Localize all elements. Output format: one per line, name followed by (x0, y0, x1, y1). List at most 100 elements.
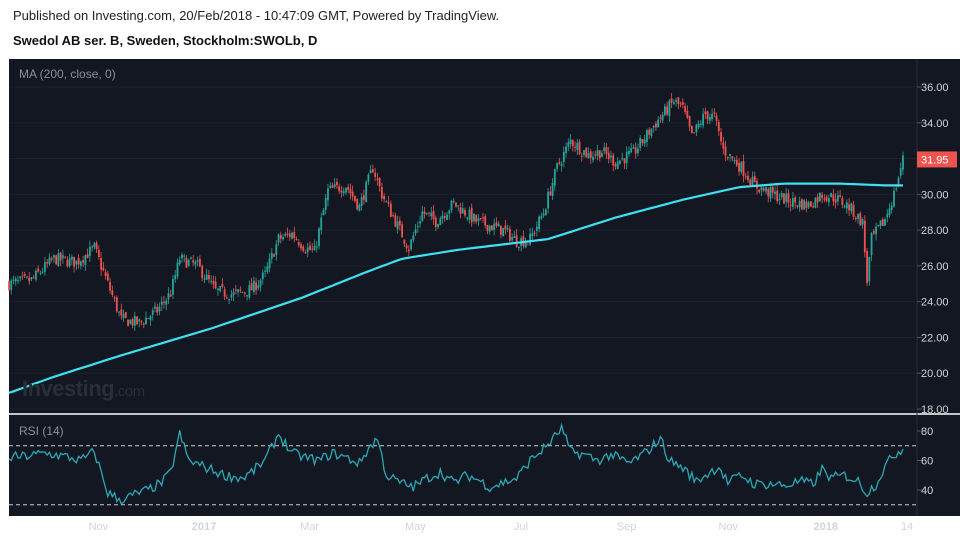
candle-body (863, 220, 866, 253)
candle-body (861, 219, 864, 225)
time-tick-label: Nov (89, 521, 109, 533)
candle-body (131, 319, 134, 326)
candle-body (176, 262, 179, 277)
candle-body (509, 228, 511, 241)
candle-body (48, 257, 51, 265)
candle-body (407, 249, 410, 252)
candle-body (387, 202, 390, 204)
candles (8, 93, 904, 331)
candle-body (255, 282, 257, 291)
candle-body (201, 265, 204, 278)
candle-body (243, 292, 246, 294)
candle-body (841, 197, 844, 205)
time-tick-label: Sep (617, 521, 637, 533)
candle-body (439, 218, 442, 226)
candle-body (491, 225, 493, 231)
price-tick-label: 24.00 (921, 297, 949, 309)
candle-body (113, 297, 116, 299)
rsi-axis: 80 60 40 (917, 426, 933, 497)
candle-body (827, 198, 830, 203)
candle-body (376, 178, 379, 180)
candle-body (84, 255, 87, 266)
candle-body (477, 218, 480, 222)
candle-body (818, 193, 821, 202)
candle-body (850, 203, 853, 212)
candle-body (801, 199, 803, 210)
candle-body (309, 245, 311, 250)
candle-body (558, 161, 561, 164)
candle-body (598, 150, 601, 159)
candle-body (675, 100, 678, 102)
candle-body (524, 241, 527, 248)
candle-body (765, 187, 767, 192)
candle-body (282, 237, 284, 240)
candle-body (571, 140, 574, 147)
candle-body (762, 188, 765, 191)
candle-body (8, 281, 10, 291)
candle-body (495, 222, 498, 226)
candle-body (396, 221, 399, 230)
candle-body (866, 251, 868, 283)
candle-body (241, 291, 244, 293)
time-tick-label: Mar (300, 521, 319, 533)
candle-body (619, 160, 621, 164)
candle-body (787, 192, 790, 203)
candle-body (347, 186, 350, 190)
candle-body (12, 279, 15, 281)
candle-body (39, 272, 42, 274)
candle-body (118, 311, 120, 313)
candle-body (273, 254, 275, 257)
time-tick-label: Jul (514, 521, 528, 533)
candle-body (293, 232, 296, 239)
candle-body (605, 147, 608, 154)
candle-body (823, 198, 826, 200)
candle-body (145, 317, 147, 325)
candle-body (684, 106, 687, 112)
candle-body (416, 225, 419, 227)
candle-body (122, 314, 125, 319)
candle-body (504, 225, 507, 230)
candle-body (140, 321, 143, 323)
candle-body (473, 213, 475, 222)
candle-body (845, 202, 848, 209)
candle-body (419, 221, 421, 224)
candle-body (165, 300, 168, 305)
candle-body (854, 217, 857, 219)
candle-body (886, 214, 889, 218)
price-tick-label: 30.00 (921, 189, 949, 201)
candle-body (780, 193, 783, 198)
candle-body (21, 275, 24, 277)
candle-body (374, 172, 377, 177)
ma-indicator-label: MA (200, close, 0) (19, 67, 116, 81)
candle-body (897, 178, 900, 186)
candle-body (637, 148, 639, 154)
candle-body (663, 106, 666, 116)
candle-body (304, 252, 307, 254)
candle-body (706, 111, 709, 120)
candle-body (208, 274, 210, 280)
watermark-brand: Investing (22, 376, 115, 401)
candle-body (234, 289, 237, 291)
candle-body (26, 276, 28, 278)
candle-body (789, 204, 792, 206)
candle-body (632, 147, 635, 149)
candle-body (354, 195, 356, 201)
candle-body (884, 219, 886, 226)
investing-watermark-logo: Investing.com (22, 376, 145, 402)
rsi-bands (9, 445, 917, 506)
candle-body (223, 289, 226, 297)
candle-body (459, 207, 462, 214)
candle-body (576, 143, 579, 150)
candle-body (389, 203, 392, 217)
candle-body (688, 115, 691, 127)
rsi-tick-label: 80 (921, 426, 933, 438)
candle-body (311, 248, 314, 250)
last-price-text: 31.95 (921, 154, 949, 166)
candle-body (261, 272, 264, 280)
candle-body (383, 195, 386, 200)
candle-body (726, 156, 729, 159)
candle-body (91, 246, 94, 248)
candle-body (277, 234, 280, 243)
candle-body (502, 227, 505, 237)
